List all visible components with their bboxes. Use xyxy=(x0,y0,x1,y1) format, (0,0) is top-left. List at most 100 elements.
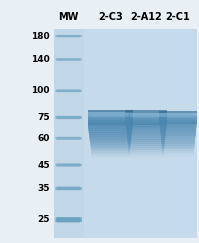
Bar xyxy=(91,147,130,156)
Bar xyxy=(55,164,82,166)
Bar xyxy=(161,134,195,142)
Bar xyxy=(89,130,132,139)
Bar xyxy=(162,145,194,153)
Text: 60: 60 xyxy=(37,134,50,143)
Text: 140: 140 xyxy=(31,55,50,64)
Text: 25: 25 xyxy=(37,215,50,224)
Bar xyxy=(162,143,194,151)
Bar xyxy=(55,116,82,119)
Bar xyxy=(129,145,164,154)
Text: 2-C3: 2-C3 xyxy=(98,12,123,22)
Bar xyxy=(161,130,196,138)
Bar xyxy=(57,115,80,120)
Bar xyxy=(162,147,194,155)
Bar xyxy=(91,145,130,155)
Bar xyxy=(126,118,167,127)
Bar xyxy=(57,186,80,191)
Text: MW: MW xyxy=(59,12,79,22)
Bar xyxy=(56,58,81,61)
Bar xyxy=(88,120,133,129)
Bar xyxy=(57,89,80,93)
Bar xyxy=(92,149,129,158)
Bar xyxy=(159,111,197,124)
Bar xyxy=(91,141,130,151)
Bar xyxy=(56,137,82,139)
Bar xyxy=(162,141,195,149)
Bar xyxy=(89,131,132,141)
Bar xyxy=(129,149,164,158)
Text: 75: 75 xyxy=(37,113,50,122)
Bar xyxy=(126,120,167,129)
Bar xyxy=(130,113,163,117)
Bar xyxy=(90,139,131,149)
Bar xyxy=(127,136,165,144)
Bar xyxy=(57,34,80,38)
Bar xyxy=(92,112,129,117)
Bar xyxy=(56,164,81,167)
Bar xyxy=(126,126,166,134)
Text: 2-C1: 2-C1 xyxy=(166,12,190,22)
Bar xyxy=(56,89,81,92)
Bar xyxy=(128,138,165,146)
Bar xyxy=(55,137,82,139)
Bar xyxy=(56,187,82,190)
Bar xyxy=(56,58,82,61)
Bar xyxy=(56,116,82,119)
Bar xyxy=(57,116,80,120)
Bar xyxy=(56,35,82,37)
Bar xyxy=(91,143,130,153)
Bar xyxy=(127,128,166,136)
Bar xyxy=(57,58,80,61)
Bar xyxy=(57,163,80,167)
Bar xyxy=(160,126,196,134)
Bar xyxy=(57,217,80,223)
Bar xyxy=(90,137,131,147)
Bar xyxy=(55,217,82,222)
Bar xyxy=(160,124,196,132)
Text: 35: 35 xyxy=(37,184,50,193)
Bar xyxy=(57,89,80,93)
Bar xyxy=(54,29,84,238)
Bar xyxy=(57,35,80,38)
Bar xyxy=(89,128,132,137)
Bar xyxy=(57,163,80,167)
Bar xyxy=(161,138,195,146)
Bar xyxy=(55,59,82,60)
Bar xyxy=(128,141,164,150)
Bar xyxy=(125,116,167,125)
Text: 45: 45 xyxy=(37,161,50,170)
Bar xyxy=(57,217,80,223)
Bar xyxy=(162,149,194,157)
Bar xyxy=(55,90,82,92)
Bar xyxy=(160,120,197,128)
Bar xyxy=(88,110,133,125)
Bar xyxy=(89,124,132,133)
Bar xyxy=(129,147,164,156)
Bar xyxy=(56,35,81,37)
Bar xyxy=(127,132,166,140)
Bar xyxy=(159,116,197,124)
Bar xyxy=(128,139,165,148)
Bar xyxy=(159,111,197,113)
Bar xyxy=(90,135,131,145)
Bar xyxy=(57,136,80,140)
Bar xyxy=(160,128,196,136)
Bar xyxy=(89,126,132,135)
Bar xyxy=(127,130,166,138)
Text: 100: 100 xyxy=(31,86,50,95)
Bar xyxy=(56,90,82,92)
Bar xyxy=(126,122,167,130)
Bar xyxy=(54,29,197,238)
Bar xyxy=(57,58,80,61)
Bar xyxy=(88,118,133,127)
Bar xyxy=(159,118,197,126)
Bar xyxy=(125,111,167,125)
Text: 180: 180 xyxy=(31,32,50,41)
Bar xyxy=(56,217,81,222)
Bar xyxy=(56,217,82,222)
Bar xyxy=(127,134,165,142)
Bar xyxy=(126,124,166,132)
Bar xyxy=(90,133,131,143)
Bar xyxy=(128,143,164,152)
Text: 2-A12: 2-A12 xyxy=(130,12,162,22)
